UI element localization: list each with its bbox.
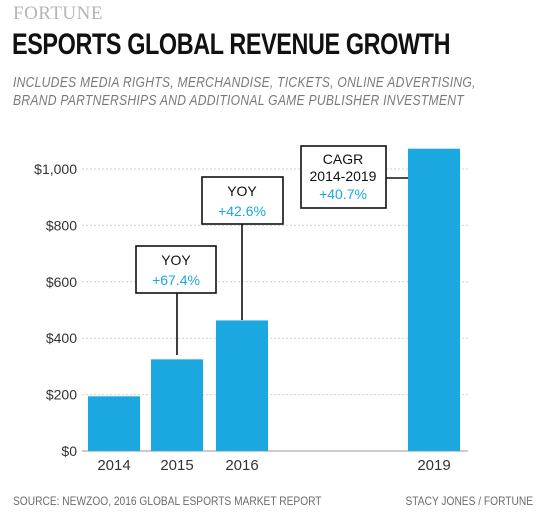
y-tick-label: $600 <box>46 274 77 290</box>
bar-chart: $0 $200 $400 $600 $800 $1,000 2014 2015 2016 2019… <box>34 145 468 474</box>
annotation-box-2019 <box>300 145 387 209</box>
x-tick-label: 2019 <box>417 457 450 474</box>
annotation-label: CAGR <box>323 151 363 167</box>
chart-title: ESPORTS GLOBAL REVENUE GROWTH <box>12 28 451 61</box>
subtitle-line-2: BRAND PARTNERSHIPS AND ADDITIONAL GAME P… <box>13 92 464 109</box>
annotation-label: YOY <box>227 183 257 199</box>
bar-2019 <box>408 148 460 452</box>
bar-2016 <box>216 320 268 451</box>
x-tick-label: 2016 <box>225 457 258 474</box>
annotation-value: +67.4% <box>152 272 200 288</box>
y-tick-label: $0 <box>61 443 77 459</box>
annotation-label: YOY <box>161 252 191 268</box>
annotation-box-2016 <box>201 176 284 225</box>
chart-subtitle: INCLUDES MEDIA RIGHTS, MERCHANDISE, TICK… <box>13 74 531 110</box>
annotation-label: 2014-2019 <box>310 168 377 184</box>
x-tick-label: 2014 <box>97 457 130 474</box>
credit-note: STACY JONES / FORTUNE <box>405 494 533 508</box>
y-tick-label: $800 <box>46 217 77 233</box>
annotation-box-2015 <box>135 245 217 294</box>
annotation-value: +40.7% <box>319 186 367 202</box>
annotation-value: +42.6% <box>218 203 266 219</box>
y-tick-label: $1,000 <box>34 161 77 177</box>
brand-logo: FORTUNE <box>13 3 103 24</box>
bar-2014 <box>88 396 140 451</box>
y-tick-label: $200 <box>46 387 77 403</box>
bar-2015 <box>151 359 203 451</box>
x-tick-label: 2015 <box>160 457 193 474</box>
subtitle-line-1: INCLUDES MEDIA RIGHTS, MERCHANDISE, TICK… <box>13 74 476 91</box>
source-note: SOURCE: NEWZOO, 2016 GLOBAL ESPORTS MARK… <box>13 494 322 508</box>
y-tick-label: $400 <box>46 330 77 346</box>
